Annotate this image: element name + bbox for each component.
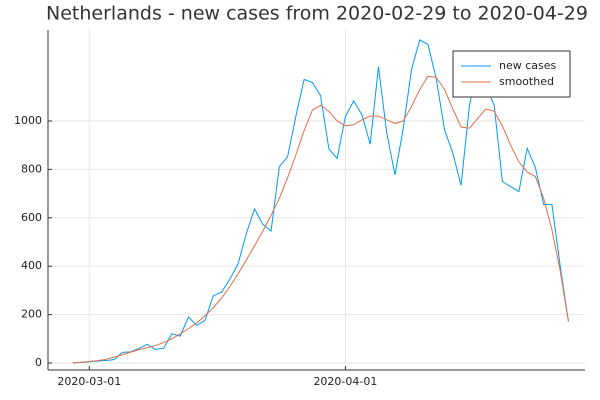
legend-label: new cases <box>499 59 557 72</box>
series-line <box>72 75 569 364</box>
legend-label: smoothed <box>499 75 554 88</box>
x-tick-label: 2020-04-01 <box>313 375 377 388</box>
y-tick-label: 0 <box>35 356 42 369</box>
y-tick-label: 800 <box>21 162 42 175</box>
y-tick-label: 400 <box>21 259 42 272</box>
y-tick-label: 600 <box>21 211 42 224</box>
legend-box <box>452 50 571 98</box>
legend: new cases smoothed <box>452 50 571 98</box>
x-tick-label: 2020-03-01 <box>57 375 121 388</box>
y-tick-label: 1000 <box>14 114 42 127</box>
chart-title: Netherlands - new cases from 2020-02-29 … <box>46 3 588 25</box>
y-tick-label: 200 <box>21 308 42 321</box>
